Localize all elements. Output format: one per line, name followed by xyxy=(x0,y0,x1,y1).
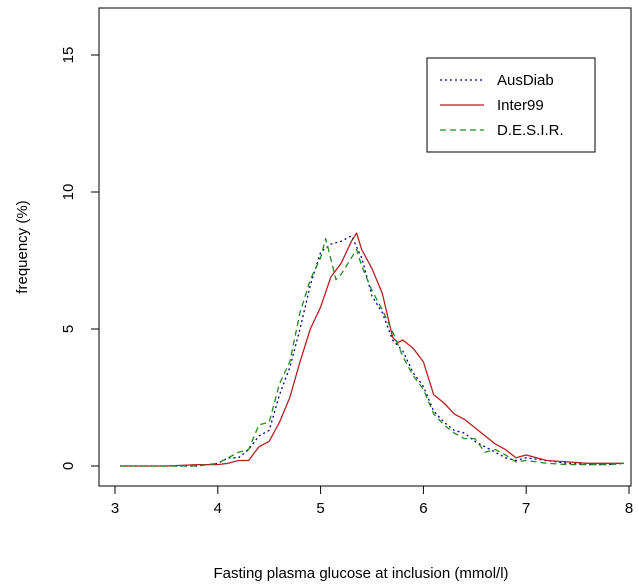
x-tick-label: 6 xyxy=(419,500,427,517)
x-axis-label: Fasting plasma glucose at inclusion (mmo… xyxy=(213,565,508,582)
y-tick-label: 15 xyxy=(60,47,77,64)
x-axis: 3 4 5 6 7 8 xyxy=(111,485,633,517)
legend: AusDiab Inter99 D.E.S.I.R. xyxy=(426,57,596,153)
legend-box xyxy=(426,57,596,153)
y-tick-label: 0 xyxy=(60,462,77,470)
y-axis: 0 5 10 15 xyxy=(60,47,100,470)
series-line-3 xyxy=(120,237,624,467)
series-line-1 xyxy=(120,235,624,467)
series-layer xyxy=(120,232,624,467)
x-tick-label: 8 xyxy=(625,500,633,517)
y-tick-label: 10 xyxy=(60,184,77,201)
x-tick-label: 4 xyxy=(214,500,222,517)
series-line-2 xyxy=(120,232,624,467)
y-tick-label: 5 xyxy=(60,325,77,333)
x-tick-label: 3 xyxy=(111,500,119,517)
y-axis-label: frequency (%) xyxy=(14,200,31,293)
legend-label: Inter99 xyxy=(497,97,544,114)
x-tick-label: 7 xyxy=(522,500,530,517)
x-tick-label: 5 xyxy=(316,500,324,517)
legend-label: D.E.S.I.R. xyxy=(497,122,564,139)
legend-label: AusDiab xyxy=(497,72,554,89)
